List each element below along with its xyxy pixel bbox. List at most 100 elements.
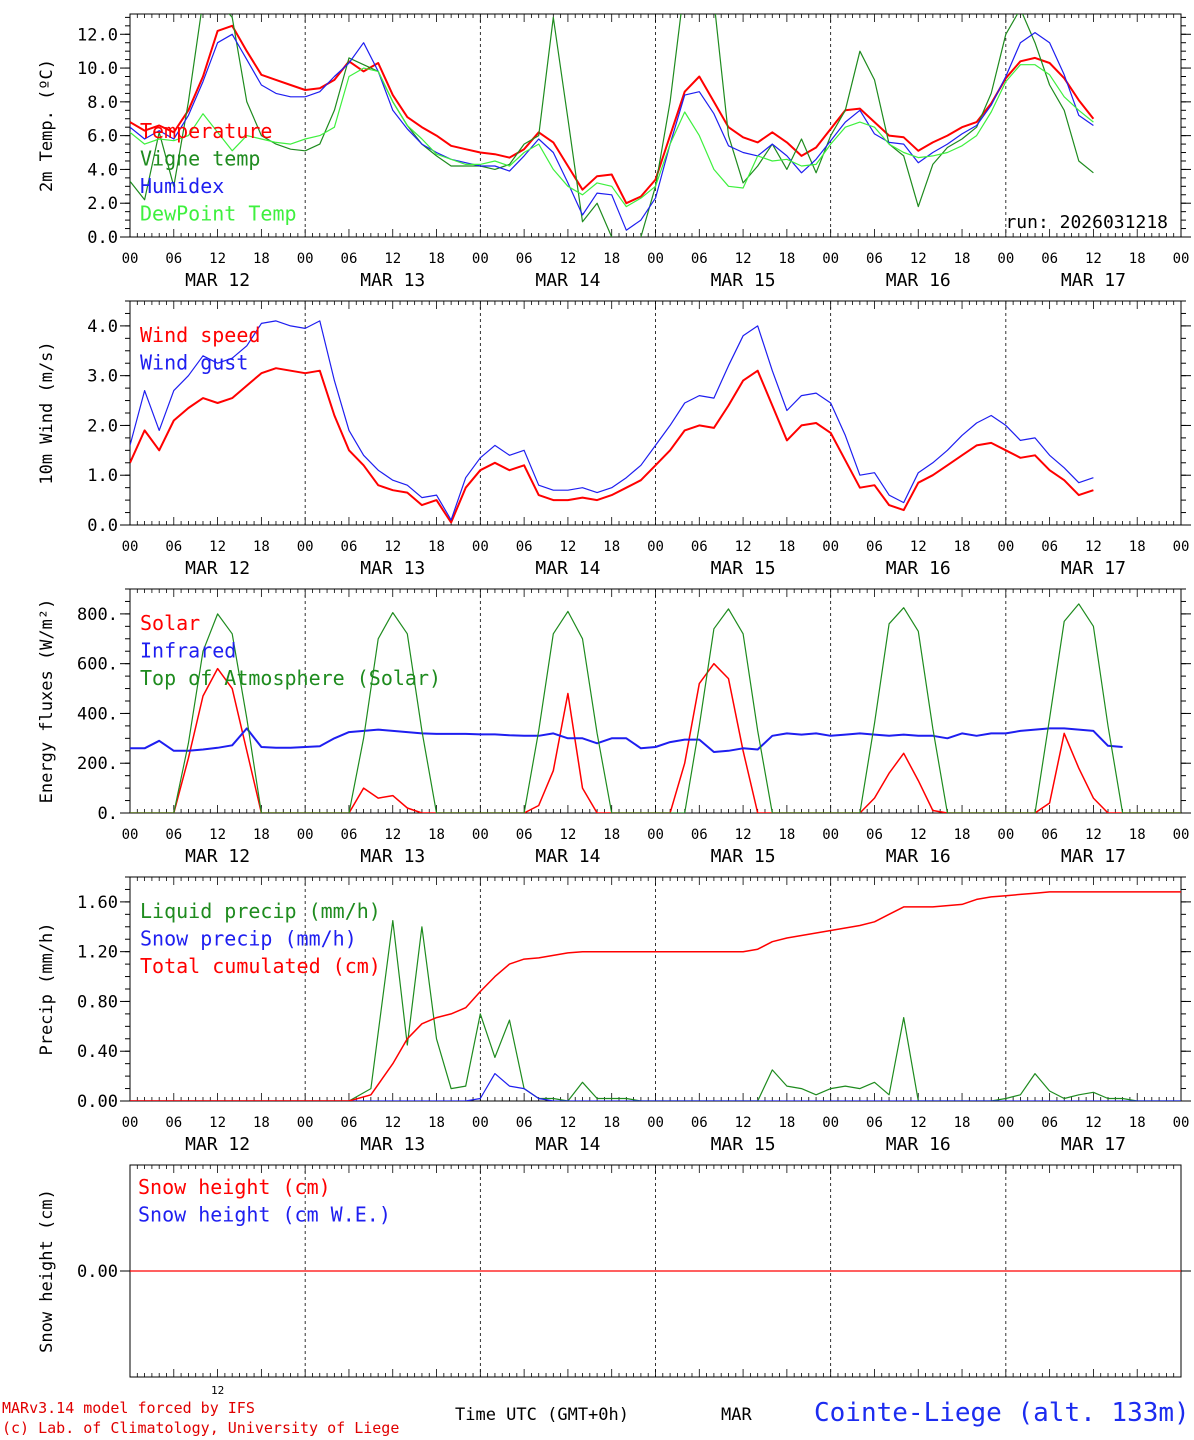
x-tick-label: 12 [559,827,576,843]
legend-entry: Infrared [140,639,236,663]
x-day-label: MAR 15 [711,846,776,867]
station-title: Cointe-Liege (alt. 133m) [814,1398,1190,1428]
x-tick-label: 18 [954,827,971,843]
series-wind-speed [130,367,1094,524]
x-tick-label: 12 [209,251,226,267]
x-tick-label: 18 [428,539,445,555]
x-tick-label: 18 [253,539,270,555]
legend-entry: Solar [140,611,200,635]
legend-entry: Snow height (cm W.E.) [138,1203,391,1227]
x-day-label: MAR 14 [535,558,600,579]
x-tick-label: 00 [822,1115,839,1131]
legend-entry: Humidex [140,174,224,198]
y-tick-label: 0.00 [77,1262,118,1282]
x-tick-label: 06 [516,251,533,267]
x-tick-label: 00 [647,539,664,555]
x-tick-label: 00 [997,539,1014,555]
x-tick-label: 06 [1041,539,1058,555]
x-tick-label: 00 [472,1115,489,1131]
series-temperature [130,24,1095,205]
x-tick-label: 00 [647,251,664,267]
x-tick-label: 12 [384,1115,401,1131]
x-day-label: MAR 17 [1061,558,1126,579]
y-tick-label: 6.0 [87,127,118,147]
x-tick-label: 18 [603,251,620,267]
x-tick-label: 00 [122,251,139,267]
x-tick-label: 06 [165,539,182,555]
x-tick-label: 12 [1085,539,1102,555]
x-tick-label: 12 [209,827,226,843]
time-axis-caption: Time UTC (GMT+0h) [455,1405,629,1425]
x-tick-label: 12 [1085,251,1102,267]
y-axis-label: 10m Wind (m/s) [37,341,57,484]
x-tick-label: 00 [297,827,314,843]
x-tick-label: 00 [472,827,489,843]
x-day-label: MAR 15 [711,1134,776,1155]
x-tick-label: 18 [603,1115,620,1131]
x-tick-label: 12 [209,1115,226,1131]
y-tick-label: 800. [77,605,118,625]
x-tick-label: 00 [297,1115,314,1131]
plot-frame [129,300,1182,526]
y-axis-label: Snow height (cm) [37,1189,57,1353]
series-group [130,891,1181,1101]
model-credit-line1: MARv3.14 model forced by IFS [2,1399,255,1417]
series-group [130,14,1095,237]
y-axis-label: Precip (mm/h) [37,922,57,1055]
x-tick-label: 18 [1129,251,1146,267]
x-tick-label: 18 [954,251,971,267]
x-tick-label: 06 [165,1115,182,1131]
x-tick-label: 00 [1173,827,1190,843]
panel-2: 0.0 1.0 2.0 3.0 4.0 10m Wind (m/s) 00 06 12 18 00 0… [37,300,1191,579]
model-credit-line2: (c) Lab. of Climatology, University of L… [2,1419,400,1437]
x-day-label: MAR 14 [535,270,600,291]
x-tick-label: 00 [822,827,839,843]
y-tick-label: 3.0 [87,367,118,387]
x-tick-label: 06 [691,251,708,267]
y-tick-label: 1.20 [77,943,118,963]
y-tick-label: 0.40 [77,1042,118,1062]
x-tick-label: 00 [822,251,839,267]
run-annotation: run: 2026031218 [1005,212,1168,233]
y-tick-label: 200. [77,754,118,774]
legend-entry: Wind gust [140,351,248,375]
x-tick-label: 06 [866,827,883,843]
x-tick-label: 06 [866,539,883,555]
legend-entry: Liquid precip (mm/h) [140,899,381,923]
legend-entry: Vigne temp [140,147,260,171]
x-tick-label: 06 [516,539,533,555]
x-day-label: MAR 12 [185,558,250,579]
y-tick-label: 400. [77,704,118,724]
x-tick-label: 06 [1041,1115,1058,1131]
y-tick-label: 12.0 [77,25,118,45]
x-day-label: MAR 17 [1061,846,1126,867]
y-tick-label: 2.0 [87,194,118,214]
x-day-label: MAR 13 [360,846,425,867]
x-day-label: MAR 15 [711,558,776,579]
x-tick-label: 18 [603,827,620,843]
x-tick-label: 00 [997,1115,1014,1131]
x-day-label: MAR 17 [1061,270,1126,291]
x-tick-label: 06 [165,251,182,267]
legend-entry: Snow precip (mm/h) [140,927,357,951]
x-day-label: MAR 17 [1061,1134,1126,1155]
x-tick-label: 12 [1085,1115,1102,1131]
panel-3: 0. 200. 400. 600. 800. Energy fluxes (W/m²) 00… [37,588,1191,867]
x-tick-label: 12 [384,539,401,555]
x-tick-label: 18 [778,827,795,843]
legend-entry: DewPoint Temp [140,202,297,226]
y-tick-label: 4.0 [87,317,118,337]
x-tick-label: 12 [910,827,927,843]
series-group [130,320,1094,524]
x-tick-label: 18 [778,539,795,555]
y-tick-label: 600. [77,655,118,675]
x-day-label: MAR 12 [185,270,250,291]
x-tick-label: 00 [472,539,489,555]
x-tick-label: 18 [253,1115,270,1131]
x-tick-label: 06 [341,251,358,267]
y-axis-label: Energy fluxes (W/m²) [37,599,57,804]
series-vigne-temp [130,14,1094,237]
y-tick-label: 0.0 [87,228,118,248]
x-tick-label: 12 [384,827,401,843]
x-tick-label: 06 [1041,827,1058,843]
